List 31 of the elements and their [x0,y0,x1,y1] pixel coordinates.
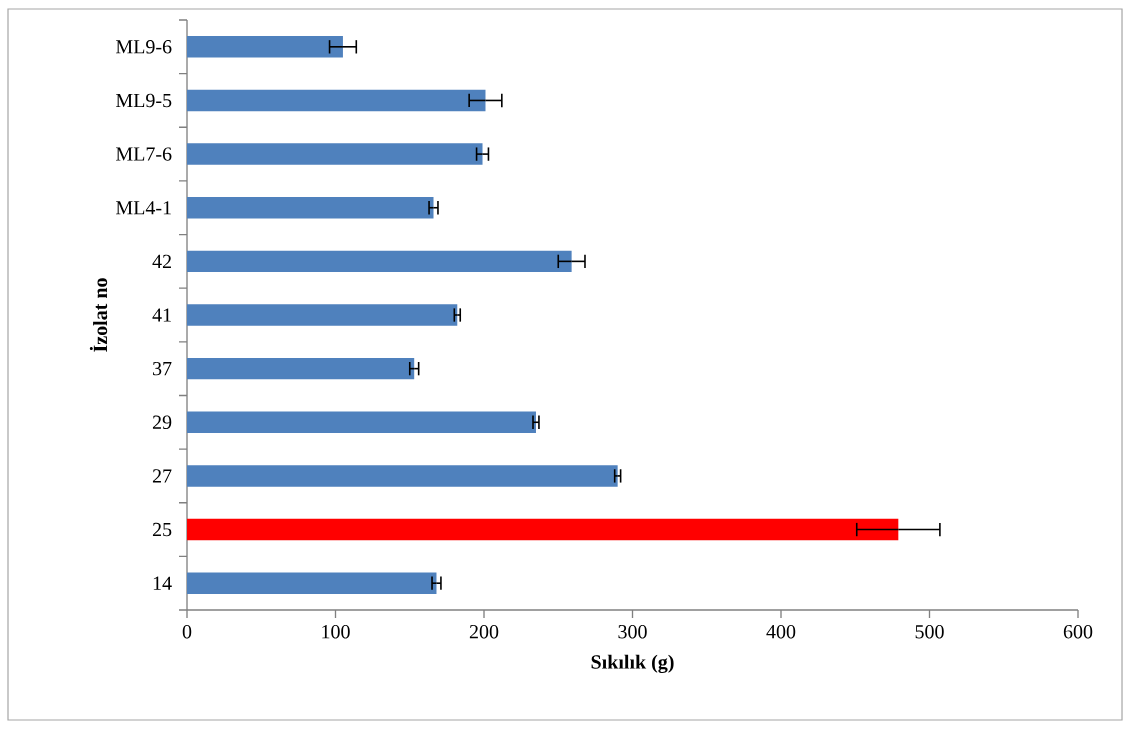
y-tick-label: 37 [153,361,172,376]
y-tick-label: ML9-6 [115,40,172,54]
x-axis-title: Sıkılık (g) [591,654,674,673]
bar [187,572,437,594]
bar [187,518,899,541]
y-tick-label: 29 [152,415,172,429]
x-tick-label: 100 [322,624,350,639]
x-tick-label: 200 [469,624,499,639]
bar [187,357,415,380]
y-tick-label: ML9-5 [115,93,172,108]
bar [187,411,536,434]
bar [187,304,458,326]
x-tick-label: 0 [182,624,192,639]
y-tick-label: 14 [153,576,172,590]
y-tick-label: ML4-1 [115,201,171,215]
bar [187,89,486,112]
bar [187,197,434,219]
bar [187,36,343,58]
y-tick-label: ML7-6 [115,147,172,161]
y-tick-label: 41 [152,308,171,322]
bar [187,465,618,487]
y-tick-label: 42 [152,254,171,268]
x-tick-label: 500 [915,624,944,639]
x-tick-label: 600 [1063,624,1093,639]
x-tick-label: 300 [618,624,647,639]
y-tick-label: 27 [152,469,172,483]
y-tick-label: 25 [152,522,172,537]
x-tick-label: 400 [766,624,796,639]
bar [187,143,483,165]
bar [187,250,572,273]
y-axis-title: İzolat no [89,278,108,352]
